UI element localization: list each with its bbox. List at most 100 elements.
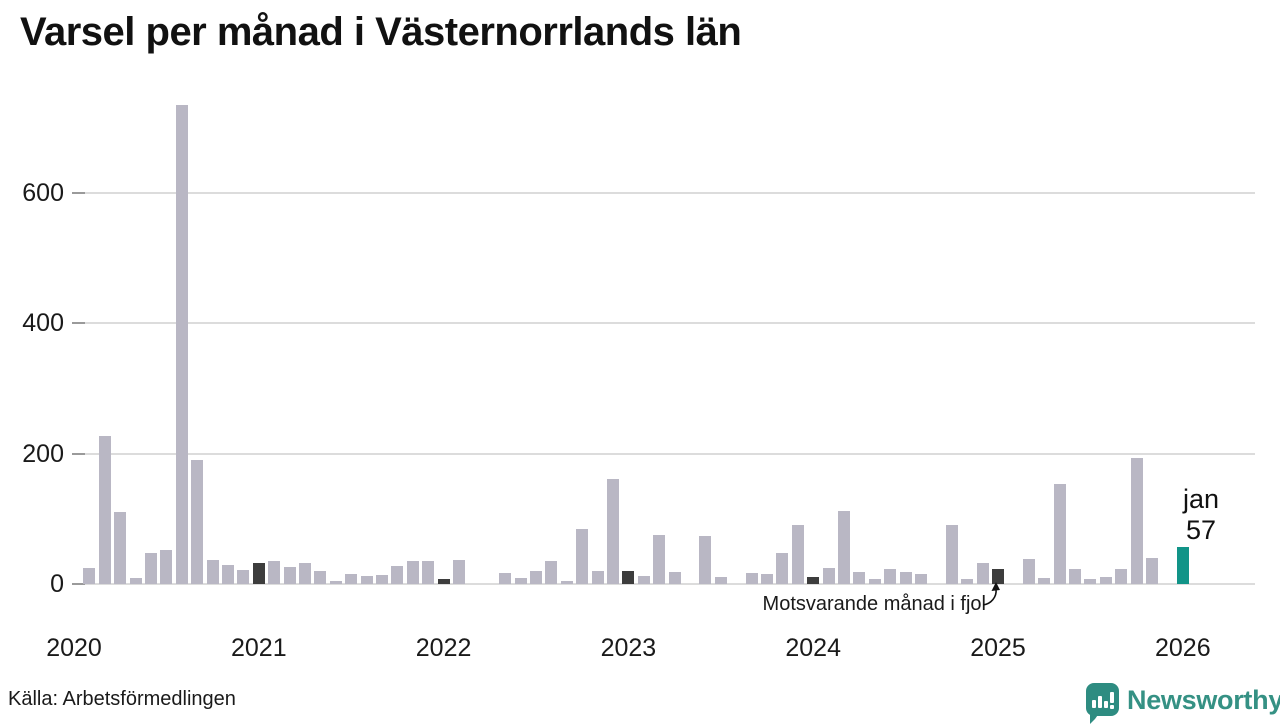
bar-okt-2025 (1130, 457, 1143, 584)
bar-aug-2020 (175, 105, 188, 584)
bar-jan-2025 (992, 569, 1004, 584)
bar-okt-2020 (206, 559, 219, 584)
bar-okt-2021 (391, 566, 404, 584)
bar-jul-2023 (714, 576, 727, 584)
bar-jun-2025 (1069, 569, 1081, 584)
bar-feb-2022 (453, 559, 465, 584)
brand-bubble-icon (1086, 683, 1119, 716)
bar-sep-2020 (191, 460, 204, 584)
bar-maj-2022 (499, 572, 512, 584)
brand-name: Newsworthy (1127, 685, 1280, 715)
bar-jan-2026 (1176, 546, 1189, 584)
bar-aug-2021 (360, 575, 373, 584)
bar-jul-2021 (345, 574, 358, 584)
y-axis-label-400: 400 (22, 309, 64, 338)
bar-nov-2025 (1146, 557, 1158, 584)
bar-sep-2025 (1115, 569, 1128, 584)
y-axis-tick (72, 322, 85, 325)
bar-jul-2020 (160, 550, 173, 584)
highlight-value: 57 (1185, 515, 1217, 545)
y-axis-label-600: 600 (22, 179, 64, 208)
bar-jan-2021 (252, 563, 265, 584)
bar-mar-2020 (98, 436, 111, 584)
bar-apr-2024 (853, 572, 866, 584)
bar-sep-2022 (560, 580, 573, 584)
bar-jan-2024 (807, 576, 820, 584)
x-axis-label-2021: 2021 (230, 634, 287, 662)
bar-nov-2023 (776, 552, 789, 584)
annotation-arrow (982, 582, 1000, 606)
logo-bar-icon (1104, 701, 1108, 708)
bar-jun-2023 (699, 536, 712, 584)
highlight-value-label: jan 57 (1166, 484, 1236, 546)
logo-bar-icon (1092, 700, 1096, 708)
x-axis-label-2023: 2023 (600, 634, 657, 662)
annotation-label: Motsvarande månad i fjol (762, 593, 986, 615)
bar-okt-2023 (761, 574, 773, 584)
gridline-400 (72, 322, 1255, 325)
gridline-0 (72, 583, 1255, 585)
bar-jul-2022 (530, 571, 542, 584)
bar-nov-2024 (961, 579, 974, 584)
x-axis-label-2020: 2020 (46, 634, 102, 662)
gridline-200 (72, 452, 1255, 455)
bar-mar-2021 (283, 567, 296, 584)
bar-dec-2023 (791, 524, 804, 584)
bar-jun-2022 (514, 578, 527, 584)
bar-apr-2020 (114, 512, 127, 584)
logo-bar-icon (1098, 696, 1102, 708)
bar-jul-2025 (1084, 578, 1097, 584)
y-axis-tick (72, 583, 85, 585)
bar-nov-2021 (406, 561, 419, 584)
bar-sep-2023 (745, 572, 758, 584)
highlight-month: jan (1182, 484, 1220, 514)
bar-aug-2024 (915, 574, 927, 584)
bar-jan-2023 (622, 571, 635, 584)
bar-dec-2020 (237, 570, 250, 584)
bar-feb-2024 (822, 568, 835, 584)
bar-feb-2023 (637, 576, 650, 584)
bar-sep-2021 (376, 574, 388, 584)
bar-dec-2022 (607, 478, 619, 584)
bar-jun-2024 (884, 569, 897, 584)
bar-apr-2023 (668, 572, 681, 584)
bar-maj-2024 (868, 578, 881, 584)
bar-jul-2024 (899, 571, 912, 584)
bar-dec-2024 (976, 563, 989, 584)
bar-jan-2022 (437, 578, 450, 584)
y-axis-tick (72, 192, 85, 195)
x-axis-label-2026: 2026 (1154, 634, 1211, 662)
x-axis-label-2025: 2025 (970, 634, 1026, 662)
gridline-600 (72, 192, 1255, 195)
x-axis-label-2022: 2022 (415, 634, 472, 662)
x-axis-label-2024: 2024 (785, 634, 841, 662)
bar-okt-2024 (945, 525, 958, 584)
bar-maj-2021 (314, 571, 327, 584)
bar-aug-2025 (1099, 576, 1112, 584)
bar-feb-2020 (83, 567, 96, 584)
bar-mar-2023 (653, 534, 666, 584)
source-caption: Källa: Arbetsförmedlingen (8, 688, 236, 710)
bar-apr-2025 (1038, 578, 1051, 584)
bar-feb-2021 (268, 561, 281, 584)
y-axis-label-200: 200 (22, 439, 64, 468)
bar-aug-2022 (545, 561, 558, 584)
brand-bubble-tail (1090, 712, 1100, 724)
bar-mar-2024 (838, 511, 850, 584)
bar-maj-2025 (1053, 484, 1066, 584)
page-title: Varsel per månad i Västernorrlands län (20, 10, 742, 54)
y-axis-label-0: 0 (50, 570, 64, 598)
bar-nov-2020 (222, 565, 234, 584)
bar-dec-2021 (422, 560, 435, 584)
bar-nov-2022 (591, 571, 604, 584)
y-axis-tick (72, 452, 85, 455)
logo-exclamation-dot-icon (1110, 705, 1114, 709)
bar-jun-2020 (145, 553, 157, 584)
bar-mar-2025 (1022, 559, 1035, 584)
bar-apr-2021 (299, 562, 311, 584)
bar-jun-2021 (329, 580, 342, 584)
bar-okt-2022 (576, 528, 589, 584)
bar-maj-2020 (129, 578, 142, 584)
logo-exclamation-icon (1110, 692, 1114, 703)
